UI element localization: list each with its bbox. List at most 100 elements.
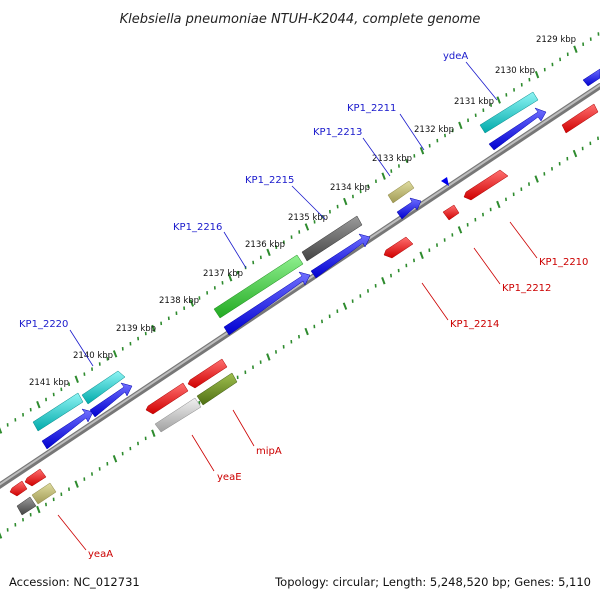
kbp-label: 2140 kbp [73, 351, 113, 361]
gene-feature-highlight[interactable] [213, 254, 304, 319]
leader-line [69, 329, 94, 367]
ruler-tick [419, 251, 424, 260]
gene-feature-rna[interactable] [81, 370, 126, 405]
gene-label[interactable]: KP1_2210 [539, 257, 588, 268]
gene-label[interactable]: mipA [256, 446, 282, 457]
kbp-label: 2129 kbp [536, 35, 576, 45]
gene-label[interactable]: KP1_2216 [173, 222, 222, 233]
gene-feature-other[interactable] [31, 482, 57, 505]
gene-feature-cds-forward[interactable] [223, 271, 311, 336]
leader-line [362, 137, 391, 177]
gene-labels-reverse: KP1_2210 KP1_2212 KP1_2214 mipA yeaE yea… [88, 257, 588, 560]
gene-feature-pseudo[interactable] [16, 496, 37, 516]
gene-feature-other[interactable] [196, 372, 238, 406]
gene-labels-forward: ydeA KP1_2211 KP1_2213 KP1_2215 KP1_2216… [19, 51, 468, 330]
gene-feature-rna[interactable] [32, 392, 84, 432]
ruler-tick [304, 327, 309, 336]
leader-line [291, 185, 326, 220]
gene-label[interactable]: ydeA [443, 51, 468, 62]
ruler-track-inner [0, 136, 599, 539]
ruler-tick [227, 273, 233, 282]
gene-feature-cds-forward[interactable] [441, 177, 449, 186]
ruler-tick [36, 400, 41, 409]
ruler-tick [266, 353, 271, 361]
gene-feature-cds-reverse[interactable] [383, 236, 414, 259]
ruler-tick [112, 350, 118, 358]
gene-label[interactable]: yeaA [88, 549, 113, 560]
leader-line [473, 247, 501, 285]
ruler-tick [74, 480, 79, 488]
ruler-tick [266, 248, 271, 257]
ruler-tick [573, 45, 578, 53]
kbp-label: 2136 kbp [245, 240, 285, 250]
ruler-tick [419, 147, 425, 155]
ruler-tick [496, 200, 501, 209]
ruler-tick [534, 70, 540, 79]
gene-feature-cds-forward[interactable] [582, 68, 600, 87]
gene-feature-rna[interactable] [479, 91, 539, 134]
gene-feature-cds-forward[interactable] [41, 408, 94, 450]
ruler-tick [458, 121, 463, 130]
gene-feature-cds-forward[interactable] [89, 382, 133, 418]
gene-label[interactable]: KP1_2215 [245, 175, 294, 186]
gene-feature-cds-reverse[interactable] [145, 382, 189, 415]
leader-line [223, 231, 247, 269]
map-title: Klebsiella pneumoniae NTUH-K2044, comple… [120, 12, 481, 27]
gene-label[interactable]: KP1_2220 [19, 319, 68, 330]
gene-feature-cds-forward[interactable] [310, 233, 371, 279]
gene-label[interactable]: KP1_2211 [347, 103, 396, 114]
ruler-tick [0, 427, 3, 434]
kbp-label: 2132 kbp [414, 125, 454, 135]
kbp-label: 2133 kbp [372, 154, 412, 164]
ruler-tick [151, 324, 156, 333]
leader-line [57, 514, 87, 551]
kbp-label: 2130 kbp [495, 66, 535, 76]
gene-feature-pseudo[interactable] [301, 215, 363, 262]
kbp-tick-labels: 2129 kbp 2130 kbp 2131 kbp 2132 kbp 2133… [29, 35, 576, 388]
gene-feature-cds-forward[interactable] [396, 197, 422, 220]
gene-feature-cds-reverse[interactable] [442, 204, 460, 221]
leader-line [191, 434, 215, 472]
ruler-tick [304, 223, 310, 231]
kbp-label: 2131 kbp [454, 97, 494, 107]
ruler-tick [534, 175, 539, 183]
gene-label[interactable]: yeaE [217, 472, 242, 483]
topology-text: Topology: circular; Length: 5,248,520 bp… [274, 575, 591, 589]
ruler-tick [381, 277, 386, 285]
leader-line [465, 61, 498, 101]
kbp-label: 2138 kbp [159, 296, 199, 306]
ruler-tick [0, 532, 3, 539]
gene-feature-other[interactable] [387, 180, 415, 204]
ruler-tick [343, 197, 348, 206]
gene-feature-cds-reverse[interactable] [9, 480, 28, 497]
ruler-tick [381, 172, 386, 180]
ruler-tick [457, 226, 463, 234]
kbp-label: 2135 kbp [288, 213, 328, 223]
gene-label[interactable]: KP1_2212 [502, 283, 551, 294]
ruler-tick [189, 299, 195, 307]
gene-label[interactable]: KP1_2213 [313, 127, 362, 138]
feature-track [9, 68, 600, 516]
gene-feature-cds-reverse[interactable] [24, 468, 47, 487]
gene-feature-cds-reverse[interactable] [187, 358, 228, 389]
ruler-tick [496, 96, 501, 104]
kbp-label: 2139 kbp [116, 324, 156, 334]
leader-line [232, 409, 255, 447]
gene-label[interactable]: KP1_2214 [450, 319, 499, 330]
gene-feature-other[interactable] [154, 397, 202, 433]
leader-line [421, 282, 449, 321]
gene-feature-cds-forward[interactable] [488, 107, 547, 151]
gene-feature-cds-reverse[interactable] [561, 103, 599, 134]
gene-feature-cds-reverse[interactable] [463, 169, 509, 201]
ruler-tick [342, 302, 348, 310]
ruler-tick [36, 505, 41, 514]
ruler-tick [151, 429, 156, 437]
kbp-label: 2134 kbp [330, 183, 370, 193]
kbp-label: 2141 kbp [29, 378, 69, 388]
ruler-tick [112, 455, 118, 463]
label-leaders [57, 61, 538, 551]
ruler-track-outer [0, 32, 600, 434]
ruler-tick [572, 149, 578, 158]
leader-line [509, 221, 538, 259]
